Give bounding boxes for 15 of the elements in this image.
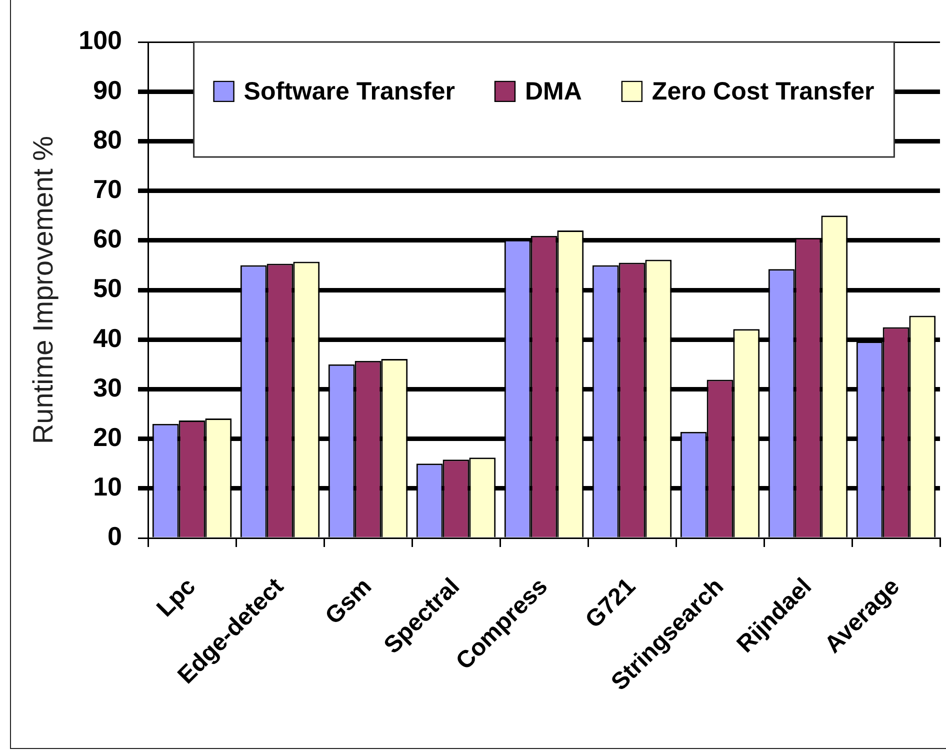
y-tick-label: 60 [93,224,122,254]
y-tick-label: 50 [93,273,122,304]
y-tick-label: 0 [108,521,122,552]
y-tick-label: 10 [93,472,122,502]
y-tick-label: 70 [93,174,122,204]
legend-label: DMA [524,77,582,106]
y-tick-label: 100 [78,25,122,56]
y-tick-label: 30 [93,372,122,402]
y-tick-label: 90 [93,74,122,105]
y-tick-label: 80 [93,124,122,154]
y-tick-label: 40 [93,322,122,353]
legend-label: Zero Cost Transfer [652,77,874,106]
y-tick-label: 20 [93,422,122,452]
legend-label: Software Transfer [244,77,456,106]
y-axis-title: Runtime Improvement % [28,136,59,444]
